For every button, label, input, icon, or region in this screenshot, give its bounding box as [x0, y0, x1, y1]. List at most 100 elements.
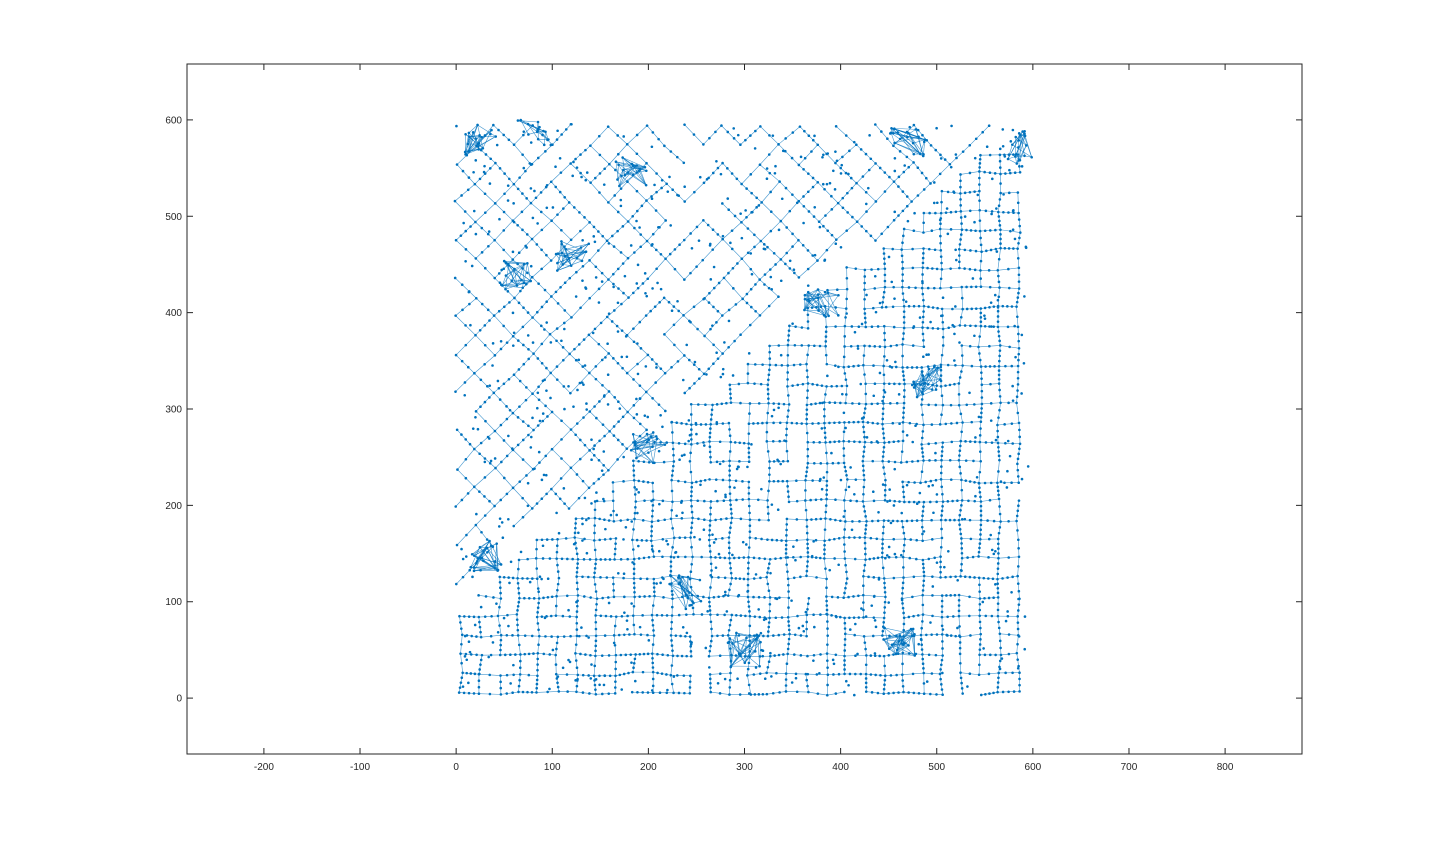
data-point	[511, 486, 515, 490]
data-point	[998, 639, 1002, 643]
graph-edge	[864, 268, 885, 271]
data-point	[769, 190, 772, 194]
cluster-edge	[646, 433, 657, 437]
data-point	[964, 459, 968, 462]
data-point	[818, 344, 822, 348]
cluster-edge	[913, 387, 923, 393]
graph-edge	[727, 578, 733, 596]
data-point	[978, 183, 981, 186]
data-point	[843, 499, 846, 502]
cluster-edge	[617, 164, 619, 180]
data-point	[633, 486, 636, 489]
data-point	[543, 288, 547, 292]
data-point	[566, 690, 569, 693]
data-point	[658, 300, 661, 304]
graph-edge	[646, 220, 666, 242]
data-point	[1020, 165, 1024, 168]
data-point	[922, 505, 925, 508]
data-point	[469, 225, 472, 228]
data-point	[842, 515, 846, 518]
cluster-edge	[502, 275, 507, 286]
data-point	[511, 634, 514, 637]
data-point	[581, 673, 585, 677]
data-point	[536, 357, 540, 360]
data-point	[960, 537, 963, 540]
data-point	[622, 672, 626, 676]
data-point	[747, 446, 751, 450]
data-point	[921, 326, 924, 329]
data-point	[894, 555, 898, 559]
data-point	[575, 270, 578, 274]
data-point	[665, 441, 669, 444]
data-point	[517, 586, 520, 590]
data-point	[490, 614, 493, 618]
data-point	[458, 686, 462, 689]
data-point	[958, 527, 962, 531]
graph-edge	[729, 672, 731, 695]
data-point	[708, 524, 712, 527]
graph-edge	[721, 125, 741, 145]
data-point	[1017, 266, 1021, 270]
data-point	[759, 239, 763, 243]
data-point	[958, 641, 962, 644]
graph-edge	[882, 461, 886, 481]
data-point	[601, 596, 604, 600]
data-point	[1001, 690, 1005, 694]
data-point	[930, 538, 934, 541]
data-point	[634, 506, 637, 509]
data-point	[505, 492, 509, 496]
cluster-edge	[1020, 134, 1025, 156]
data-point	[881, 547, 884, 550]
graph-edge	[549, 317, 572, 335]
data-point	[633, 591, 636, 594]
data-point	[771, 691, 775, 695]
data-point	[795, 518, 799, 521]
graph-edge	[766, 656, 771, 673]
data-point	[832, 673, 835, 676]
data-point	[998, 166, 1002, 169]
data-point	[559, 477, 563, 480]
data-point	[690, 593, 694, 597]
data-point	[992, 552, 996, 556]
data-point	[922, 310, 925, 313]
data-point	[853, 536, 856, 539]
data-point	[893, 499, 896, 503]
data-point	[856, 344, 860, 348]
data-point	[574, 157, 577, 161]
data-point	[949, 210, 953, 214]
data-point	[769, 210, 773, 214]
data-point	[493, 202, 497, 205]
data-point	[1011, 228, 1015, 231]
cluster-edge	[624, 165, 634, 176]
graph-edge	[749, 537, 768, 540]
cluster-edge	[502, 282, 525, 286]
data-point	[931, 614, 934, 618]
data-point	[525, 233, 529, 236]
data-point	[642, 460, 646, 464]
data-point	[767, 518, 770, 522]
data-point	[567, 507, 571, 510]
data-point	[536, 674, 539, 678]
data-point	[1003, 247, 1007, 250]
data-point	[783, 439, 786, 442]
data-point	[563, 195, 567, 199]
data-point	[963, 267, 966, 270]
data-point	[620, 302, 623, 306]
data-point	[779, 219, 783, 223]
data-point	[787, 334, 790, 337]
data-point	[526, 311, 530, 314]
data-point	[979, 365, 983, 368]
graph-edge	[921, 267, 924, 289]
data-point	[881, 300, 885, 304]
data-point	[593, 240, 597, 244]
data-point	[921, 133, 924, 137]
data-point	[843, 509, 847, 513]
data-point	[938, 172, 942, 176]
data-point	[631, 214, 635, 218]
data-point	[843, 421, 846, 424]
data-point	[940, 683, 943, 686]
data-point	[935, 633, 939, 636]
data-point	[544, 635, 547, 638]
cluster-edge	[473, 547, 488, 572]
data-point	[670, 478, 673, 482]
